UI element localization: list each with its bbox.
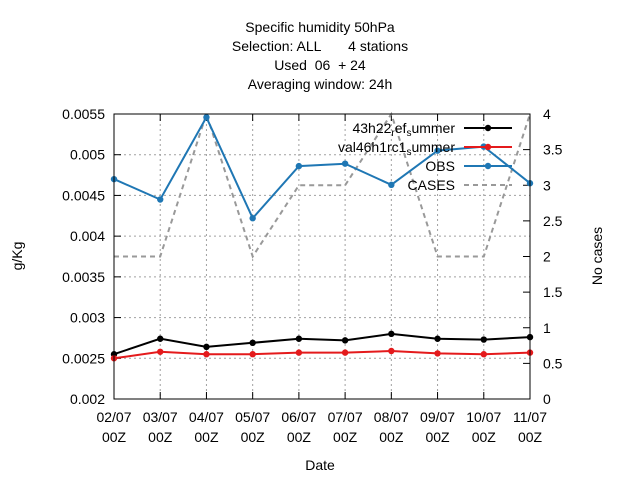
y-tick-label: 0.004 <box>70 228 105 244</box>
x-tick-label-date: 08/07 <box>374 409 409 425</box>
y2-tick-label: 3 <box>543 177 551 193</box>
data-point <box>249 215 256 222</box>
data-point <box>434 350 441 357</box>
x-tick-label-date: 07/07 <box>328 409 363 425</box>
y2-axis-ticks: 0 0.5 1 1.5 2 2.5 3 3.5 4 <box>523 106 563 407</box>
y-tick-label: 0.0035 <box>62 269 105 285</box>
data-point <box>157 335 164 342</box>
legend-label: CASES <box>408 177 455 193</box>
data-point <box>341 337 349 344</box>
y2-tick-label: 0 <box>543 391 551 407</box>
x-tick-label-hour: 00Z <box>333 429 358 445</box>
chart-title: Specific humidity 50hPa Selection: ALL 4 … <box>232 19 408 92</box>
series-line-cases <box>114 110 531 259</box>
data-point <box>295 162 303 170</box>
x-tick-label-hour: 00Z <box>194 429 219 445</box>
y2-tick-label: 1 <box>543 320 551 336</box>
data-point <box>249 339 256 347</box>
legend-label-part: OBS <box>425 158 455 174</box>
x-tick-label-date: 11/07 <box>513 409 547 425</box>
data-point <box>434 147 441 154</box>
data-point <box>388 347 395 355</box>
legend-label-part: s <box>406 147 411 158</box>
title-line: Used 06 + 24 <box>274 57 366 73</box>
x-tick-label-date: 02/07 <box>96 409 131 425</box>
legend-label-part: ummer <box>411 139 455 155</box>
legend-label-part: CASES <box>408 177 455 193</box>
legend-label-part: ef <box>395 120 407 136</box>
x-tick-label-hour: 00Z <box>148 429 173 445</box>
legend-marker <box>484 124 492 132</box>
x-axis-ticks: 02/07 00Z 03/07 00Z 04/07 00Z 05/07 00Z 06/07 00Z… <box>96 114 547 445</box>
y-tick-label: 0.005 <box>70 147 105 163</box>
legend-label: OBS <box>425 158 455 174</box>
y2-tick-label: 0.5 <box>543 355 563 371</box>
x-tick-label-hour: 00Z <box>287 429 312 445</box>
legend-label-part: ummer <box>411 120 455 136</box>
title-line: Averaging window: 24h <box>248 76 393 92</box>
legend-label-part: val46h1rc1 <box>338 139 407 155</box>
data-point <box>480 351 487 358</box>
data-point <box>434 335 441 342</box>
y-tick-label: 0.002 <box>70 391 105 407</box>
title-line: Selection: ALL 4 stations <box>232 38 408 54</box>
y-tick-label: 0.003 <box>70 310 105 326</box>
data-point <box>295 335 303 342</box>
legend-label-part: r <box>391 128 395 139</box>
y2-tick-label: 2.5 <box>543 213 563 229</box>
legend-marker <box>484 162 492 170</box>
x-tick-label-hour: 00Z <box>518 429 543 445</box>
data-point <box>341 160 349 167</box>
x-tick-label-hour: 00Z <box>241 429 266 445</box>
data-point <box>203 114 210 121</box>
x-tick-label-date: 04/07 <box>189 409 224 425</box>
x-tick-label-hour: 00Z <box>472 429 497 445</box>
data-point <box>203 351 210 358</box>
y2-tick-label: 3.5 <box>543 142 563 158</box>
data-point <box>203 343 210 351</box>
data-point <box>157 196 164 203</box>
legend-label: val46h1rc1summer <box>338 139 455 158</box>
x-tick-label-hour: 00Z <box>425 429 450 445</box>
y2-axis-label: No cases <box>589 227 605 285</box>
x-tick-label-date: 03/07 <box>143 409 178 425</box>
data-point <box>157 348 164 355</box>
data-point <box>388 181 395 189</box>
legend-label-part: 43h22 <box>352 120 391 136</box>
data-point <box>295 349 303 356</box>
data-point <box>341 349 349 356</box>
x-tick-label-date: 10/07 <box>466 409 501 425</box>
data-point <box>388 330 395 338</box>
series-line-43h22-ref-summer <box>113 332 531 356</box>
data-point <box>249 351 256 358</box>
x-tick-label-date: 06/07 <box>281 409 316 425</box>
y-tick-label: 0.0025 <box>62 350 105 366</box>
series-line-obs <box>113 115 531 221</box>
x-tick-label-date: 09/07 <box>420 409 455 425</box>
plot-frame <box>113 113 531 400</box>
y-tick-label: 0.0055 <box>62 106 105 122</box>
series-group <box>110 110 534 362</box>
title-line: Specific humidity 50hPa <box>245 19 395 35</box>
y2-tick-label: 4 <box>543 106 551 122</box>
legend-marker <box>484 143 492 151</box>
y2-tick-label: 1.5 <box>543 284 563 300</box>
x-tick-label-date: 05/07 <box>235 409 270 425</box>
y-tick-label: 0.0045 <box>62 187 105 203</box>
x-axis-label: Date <box>305 457 335 473</box>
x-tick-label-hour: 00Z <box>102 429 127 445</box>
series-line-val46h1rc1-summer <box>113 349 531 360</box>
legend-label: 43h22refsummer <box>352 120 455 139</box>
y-axis-ticks: 0.002 0.0025 0.003 0.0035 0.004 0.0045 0.005 0.… <box>62 106 121 407</box>
grid-lines <box>114 114 530 399</box>
y-axis-label: g/Kg <box>9 242 25 271</box>
y2-tick-label: 2 <box>543 249 551 265</box>
legend-label-part: s <box>406 128 411 139</box>
x-tick-label-hour: 00Z <box>379 429 404 445</box>
data-point <box>480 336 487 343</box>
